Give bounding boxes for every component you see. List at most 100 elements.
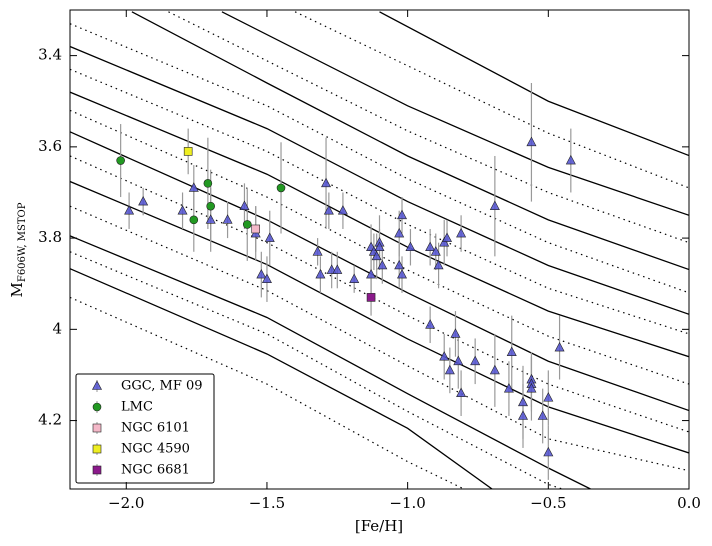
triangle-marker	[205, 214, 216, 224]
triangle-marker	[256, 268, 267, 279]
triangle-marker	[526, 382, 537, 393]
triangle-marker	[377, 259, 388, 270]
isochrone-dotted	[70, 155, 689, 433]
legend-entry: LMC	[92, 400, 153, 415]
square-marker	[183, 147, 193, 156]
isochrone-dotted	[168, 11, 689, 244]
triangle-marker	[394, 227, 405, 238]
triangle-marker	[433, 259, 444, 270]
circle-marker	[276, 183, 286, 193]
isochrone-solid	[70, 235, 591, 489]
triangle-marker	[394, 259, 405, 270]
square-marker	[92, 444, 102, 454]
legend-label: NGC 6681	[121, 463, 190, 478]
legend-label: LMC	[121, 400, 153, 415]
triangle-marker	[323, 205, 334, 215]
legend-label: NGC 6101	[121, 421, 190, 436]
triangle-marker	[315, 268, 326, 279]
circle-marker	[206, 201, 215, 211]
triangle-marker	[470, 355, 481, 366]
circle-marker	[116, 156, 125, 165]
triangle-marker	[349, 273, 360, 283]
triangle-marker	[397, 268, 408, 279]
x-tick-label: −1.5	[249, 494, 285, 512]
triangle-marker	[503, 382, 514, 393]
square-marker	[92, 423, 102, 433]
circle-marker	[242, 220, 252, 229]
triangle-marker	[439, 237, 450, 247]
x-tick-label: −2.0	[108, 494, 144, 512]
triangle-marker	[332, 264, 343, 274]
x-tick-label: −1.0	[389, 494, 425, 512]
triangle-marker	[444, 364, 455, 375]
isochrone-dotted	[70, 296, 465, 489]
triangle-marker	[261, 273, 272, 283]
triangle-marker	[312, 246, 323, 256]
isochrone-dotted	[70, 251, 563, 489]
triangle-marker	[543, 446, 554, 457]
triangle-marker	[124, 205, 135, 215]
circle-marker	[92, 402, 102, 412]
legend-entry: NGC 4590	[92, 442, 190, 457]
x-tick-label: 0.0	[677, 494, 701, 512]
isochrone-solid	[70, 131, 689, 412]
y-tick-label: 4.2	[38, 411, 62, 429]
y-label-main: M	[8, 282, 26, 297]
legend-label: NGC 4590	[121, 442, 190, 457]
y-axis-label: MF606W, MSTOP	[8, 202, 28, 297]
triangle-marker	[425, 319, 436, 329]
triangle-marker	[517, 410, 528, 420]
triangle-marker	[366, 268, 377, 279]
isochrone-solid	[379, 11, 689, 157]
triangle-marker	[92, 380, 102, 390]
triangle-marker	[456, 227, 467, 238]
triangle-marker	[374, 241, 385, 252]
legend-entry: NGC 6681	[92, 463, 190, 478]
triangle-marker	[425, 241, 436, 252]
triangle-marker	[138, 195, 149, 206]
plot-frame	[69, 9, 690, 490]
isochrone-solid	[131, 11, 689, 271]
triangle-marker	[321, 177, 332, 188]
triangle-marker	[337, 205, 348, 215]
legend-entry: GGC, MF 09	[92, 379, 203, 394]
isochrone-solid	[70, 268, 493, 489]
triangle-marker	[554, 341, 565, 352]
triangle-marker	[264, 232, 275, 242]
x-axis-label: [Fe/H]	[355, 517, 403, 535]
circle-marker	[203, 179, 213, 188]
triangle-marker	[371, 250, 382, 261]
triangle-marker	[430, 246, 441, 256]
triangle-marker	[177, 205, 188, 215]
triangle-marker	[565, 154, 576, 165]
x-tick-label: −0.5	[530, 494, 566, 512]
square-marker	[251, 224, 260, 234]
isochrone-dotted	[294, 11, 689, 189]
isochrone-solid	[70, 45, 689, 315]
triangle-marker	[450, 328, 461, 338]
triangle-marker	[405, 241, 416, 252]
triangle-marker	[442, 232, 453, 242]
legend: GGC, MF 09 LMC NGC 6101 NGC 4590 NGC 6681	[75, 373, 215, 484]
square-marker	[92, 465, 102, 475]
isochrone-solid	[70, 180, 689, 454]
triangle-marker	[489, 200, 500, 210]
triangle-marker	[222, 214, 233, 224]
isochrone-solid	[221, 11, 689, 216]
isochrone-dotted	[70, 68, 689, 335]
triangle-marker	[239, 200, 250, 210]
triangle-marker	[439, 351, 450, 361]
triangle-marker	[188, 182, 199, 192]
square-marker	[366, 293, 376, 302]
legend-entry: NGC 6101	[92, 421, 190, 436]
y-tick-label: 3.4	[38, 46, 62, 64]
points	[116, 82, 576, 480]
triangle-marker	[526, 136, 537, 147]
legend-box	[75, 373, 215, 484]
legend-label: GGC, MF 09	[121, 379, 203, 394]
triangle-marker	[397, 209, 408, 220]
triangle-marker	[489, 364, 500, 375]
triangle-marker	[537, 410, 548, 420]
y-label-sub: F606W, MSTOP	[17, 202, 28, 282]
y-tick-label: 4	[52, 319, 62, 337]
